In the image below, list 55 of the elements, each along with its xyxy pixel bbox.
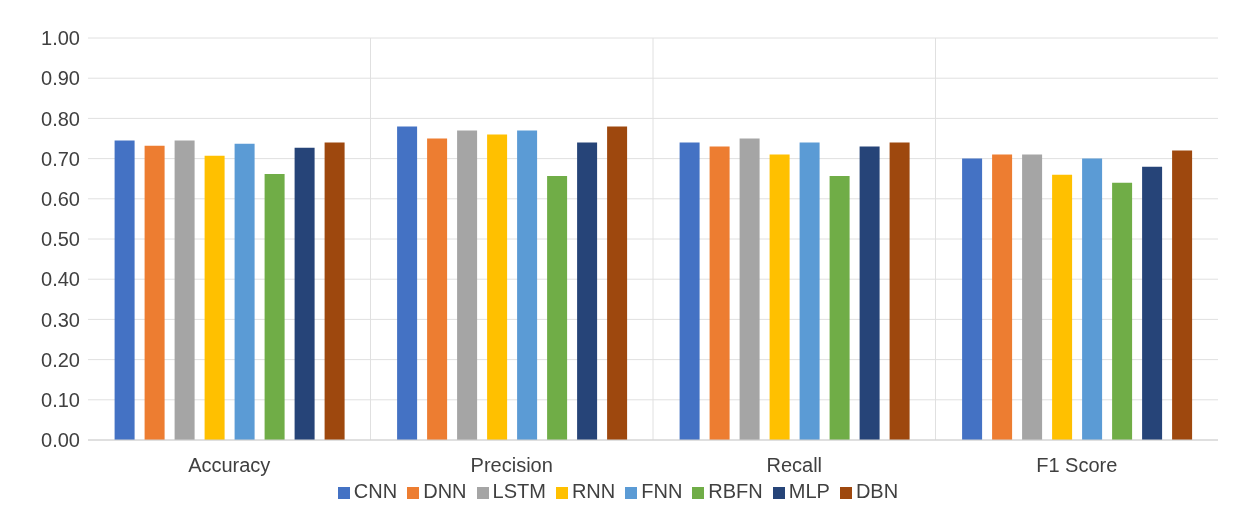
legend-label: RNN <box>571 480 616 502</box>
y-tick-label: 0.00 <box>41 429 80 452</box>
bar <box>427 138 448 440</box>
bar <box>992 154 1013 440</box>
bar <box>709 146 730 440</box>
bar <box>114 140 135 440</box>
bar <box>859 146 880 440</box>
y-tick-label: 0.30 <box>41 308 80 331</box>
x-tick-label: Accuracy <box>188 454 271 477</box>
bar <box>679 142 700 440</box>
y-tick-label: 0.70 <box>41 147 80 170</box>
legend-label: MLP <box>788 480 830 502</box>
y-tick-label: 1.00 <box>41 27 80 50</box>
bar <box>204 155 225 440</box>
legend-label: DNN <box>423 480 467 502</box>
bar <box>829 175 850 440</box>
bar <box>397 126 418 440</box>
bar <box>1172 150 1193 440</box>
bar <box>769 154 790 440</box>
bar <box>517 130 538 440</box>
bar <box>607 126 628 440</box>
bar <box>1142 166 1163 440</box>
y-tick-label: 0.10 <box>41 388 80 411</box>
legend-label: LSTM <box>492 480 546 502</box>
x-tick-label: Recall <box>766 454 823 477</box>
y-tick-label: 0.50 <box>41 228 80 251</box>
x-tick-label: F1 Score <box>1036 454 1118 477</box>
bar <box>547 175 568 440</box>
bar <box>174 140 195 440</box>
bar <box>577 142 598 440</box>
bar <box>1112 182 1133 440</box>
bar <box>144 145 165 440</box>
bar <box>264 173 285 440</box>
bar <box>1052 174 1073 440</box>
bar <box>294 147 315 440</box>
bar <box>1082 158 1103 440</box>
y-tick-label: 0.60 <box>41 187 80 210</box>
bar <box>487 134 508 440</box>
legend-label: FNN <box>641 480 683 502</box>
bar <box>1022 154 1043 440</box>
y-tick-label: 0.90 <box>41 67 80 90</box>
y-tick-label: 0.20 <box>41 348 80 371</box>
x-tick-label: Precision <box>470 454 553 477</box>
bar <box>457 130 478 440</box>
legend-label: CNN <box>353 480 398 502</box>
y-tick-label: 0.40 <box>41 268 80 291</box>
legend-label: DBN <box>855 480 899 502</box>
bar <box>962 158 983 440</box>
bar <box>889 142 910 440</box>
legend-label: RBFN <box>708 480 763 502</box>
bar <box>739 138 760 440</box>
bar <box>799 142 820 440</box>
y-tick-label: 0.80 <box>41 107 80 130</box>
bar <box>324 142 345 440</box>
bar <box>234 143 255 440</box>
